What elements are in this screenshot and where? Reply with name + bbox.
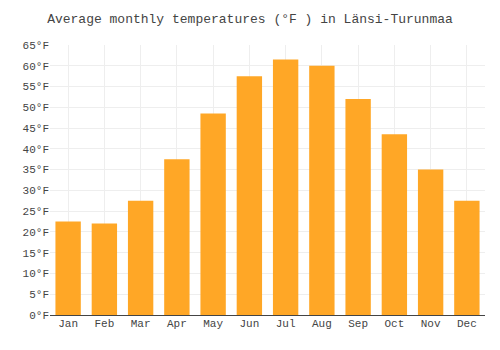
svg-text:20°F: 20°F [23, 227, 49, 239]
svg-text:5°F: 5°F [29, 289, 49, 301]
svg-text:60°F: 60°F [23, 61, 49, 73]
svg-text:25°F: 25°F [23, 206, 49, 218]
svg-text:0°F: 0°F [29, 310, 49, 322]
svg-text:Average monthly temperatures (: Average monthly temperatures (°F ) in Lä… [47, 12, 453, 27]
svg-text:55°F: 55°F [23, 81, 49, 93]
svg-text:May: May [203, 318, 223, 330]
svg-text:Aug: Aug [312, 318, 332, 330]
svg-text:Oct: Oct [384, 318, 404, 330]
svg-text:65°F: 65°F [23, 40, 49, 52]
svg-text:Jun: Jun [239, 318, 259, 330]
svg-text:45°F: 45°F [23, 123, 49, 135]
svg-text:35°F: 35°F [23, 164, 49, 176]
svg-text:40°F: 40°F [23, 144, 49, 156]
svg-text:Feb: Feb [94, 318, 114, 330]
svg-text:Jul: Jul [276, 318, 296, 330]
svg-text:30°F: 30°F [23, 185, 49, 197]
svg-text:15°F: 15°F [23, 248, 49, 260]
svg-text:Dec: Dec [457, 318, 477, 330]
svg-text:50°F: 50°F [23, 102, 49, 114]
svg-text:Mar: Mar [131, 318, 151, 330]
svg-text:Sep: Sep [348, 318, 368, 330]
svg-text:10°F: 10°F [23, 268, 49, 280]
svg-text:Apr: Apr [167, 318, 187, 330]
svg-text:Jan: Jan [58, 318, 78, 330]
svg-text:Nov: Nov [421, 318, 441, 330]
